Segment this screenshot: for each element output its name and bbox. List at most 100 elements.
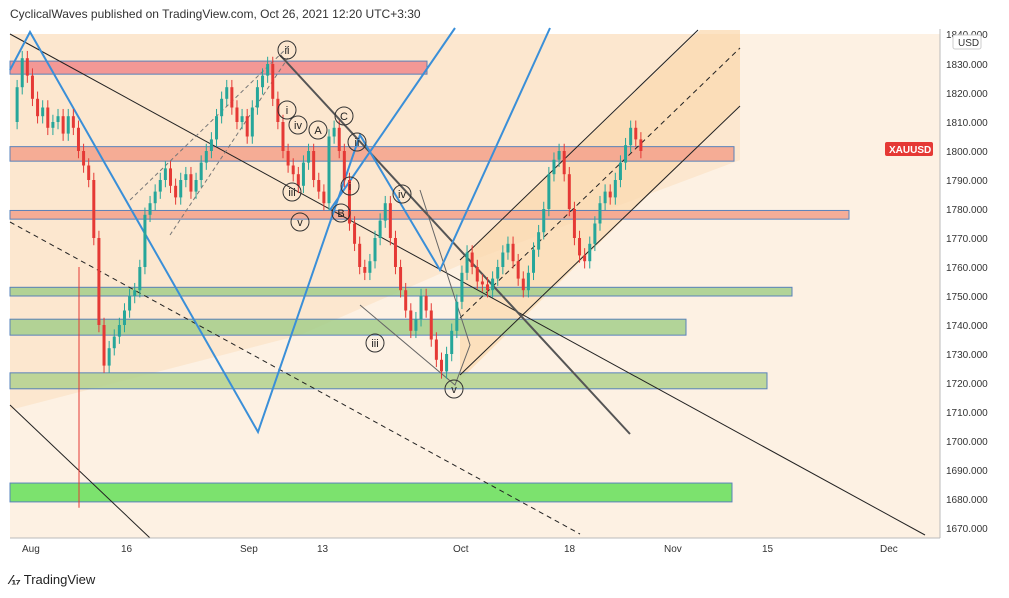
descending-channel-lower-line <box>9 404 151 539</box>
candle-body <box>291 165 295 175</box>
candle-body <box>143 214 147 267</box>
candle-body <box>240 116 244 122</box>
y-tick-label: 1710.000 <box>946 408 988 419</box>
price-tag-symbol: XAUUSD <box>889 145 931 156</box>
currency-label: USD <box>958 38 979 49</box>
y-tick-label: 1820.000 <box>946 89 988 100</box>
candle-body <box>138 267 142 291</box>
candle-body <box>15 87 19 122</box>
wave-label-text: v <box>451 384 457 396</box>
candle-body <box>552 159 556 175</box>
wave-label-circle <box>347 132 367 152</box>
candle-body <box>409 310 413 331</box>
wave-label-text: C <box>340 111 348 123</box>
trend-lines <box>9 27 926 539</box>
candle-body <box>567 174 571 209</box>
candle-body <box>455 301 459 331</box>
wave-label-circle <box>308 120 328 140</box>
wedge-line-dashed-2 <box>129 44 291 201</box>
zone-resistance-0 <box>9 60 428 75</box>
wave-label-circle <box>331 203 351 223</box>
candle-body <box>322 191 326 204</box>
x-tick-label: 15 <box>762 544 774 555</box>
candle-body <box>41 107 45 117</box>
x-tick-label: Oct <box>453 544 469 555</box>
impulse-channel-upper <box>459 29 699 261</box>
publish-header: CyclicalWaves published on TradingView.c… <box>10 7 421 21</box>
y-tick-label: 1760.000 <box>946 263 988 274</box>
y-tick-label: 1750.000 <box>946 292 988 303</box>
candle-body <box>107 348 111 366</box>
wave-label-text: ii <box>355 137 360 149</box>
y-tick-label: 1730.000 <box>946 350 988 361</box>
candle-body <box>363 267 367 273</box>
candle-body <box>445 354 449 372</box>
wave-label-text: A <box>314 125 322 137</box>
candle-body <box>598 203 602 224</box>
abc-triangle-lines <box>359 189 471 386</box>
candle-body <box>271 64 275 99</box>
wedge-line-dashed-1 <box>169 57 289 236</box>
wave-label-text: i <box>349 181 351 193</box>
wave-label-text: ii <box>285 45 290 57</box>
candle-body <box>215 116 219 140</box>
candle-body <box>506 243 510 253</box>
wave-label-text: iv <box>294 120 302 132</box>
candle-body <box>255 87 259 108</box>
candle-body <box>332 127 336 137</box>
currency-box <box>952 34 982 50</box>
candle-body <box>378 220 382 238</box>
candle-body <box>261 75 265 88</box>
candle-body <box>97 238 101 325</box>
footer-brand[interactable]: TradingView <box>23 572 96 587</box>
candle-body <box>184 174 188 180</box>
wave-label-text: i <box>286 105 288 117</box>
wave-label-circle <box>340 176 360 196</box>
wave-label-circle <box>288 115 308 135</box>
candle-body <box>76 127 80 151</box>
wave-label-text: iii <box>288 187 295 199</box>
candle-body <box>51 122 55 128</box>
candle-body <box>511 243 515 262</box>
candle-body <box>307 151 311 163</box>
corrective-line-dark <box>279 54 631 435</box>
candle-body <box>20 58 24 88</box>
candle-body <box>36 98 40 117</box>
x-axis: Aug 16 Sep 13 Oct 18 Nov 15 Dec <box>22 544 898 555</box>
candle-body <box>92 180 96 238</box>
y-tick-label: 1770.000 <box>946 234 988 245</box>
candle-body <box>588 243 592 262</box>
blue-zigzag-line <box>9 27 551 435</box>
x-tick-label: 18 <box>564 544 576 555</box>
y-tick-label: 1670.000 <box>946 524 988 535</box>
candle-body <box>572 209 576 238</box>
candle-body <box>220 98 224 117</box>
y-tick-label: 1780.000 <box>946 205 988 216</box>
candle-body <box>133 290 137 296</box>
candle-body <box>439 359 443 372</box>
candle-body <box>327 136 331 204</box>
candle-body <box>521 278 525 291</box>
candle-body <box>122 310 126 325</box>
zone-support-6 <box>9 482 733 503</box>
candle-body <box>496 267 500 279</box>
candle-body <box>373 238 377 262</box>
y-tick-label: 1740.000 <box>946 321 988 332</box>
candle-body <box>189 174 193 192</box>
y-tick-label: 1810.000 <box>946 118 988 129</box>
candle-body <box>470 252 474 267</box>
candle-body <box>56 116 60 122</box>
tradingview-logo-icon: ⁄₁₇ <box>10 572 21 587</box>
candle-body <box>158 180 162 192</box>
candle-body <box>209 139 213 151</box>
candle-body <box>388 203 392 238</box>
candle-body <box>383 203 387 221</box>
candle-body <box>516 261 520 279</box>
wave-label-circle <box>277 40 297 60</box>
candle-body <box>450 330 454 354</box>
candle-body <box>368 261 372 273</box>
candle-body <box>87 165 91 180</box>
candle-body <box>30 75 34 99</box>
candle-body <box>358 243 362 267</box>
